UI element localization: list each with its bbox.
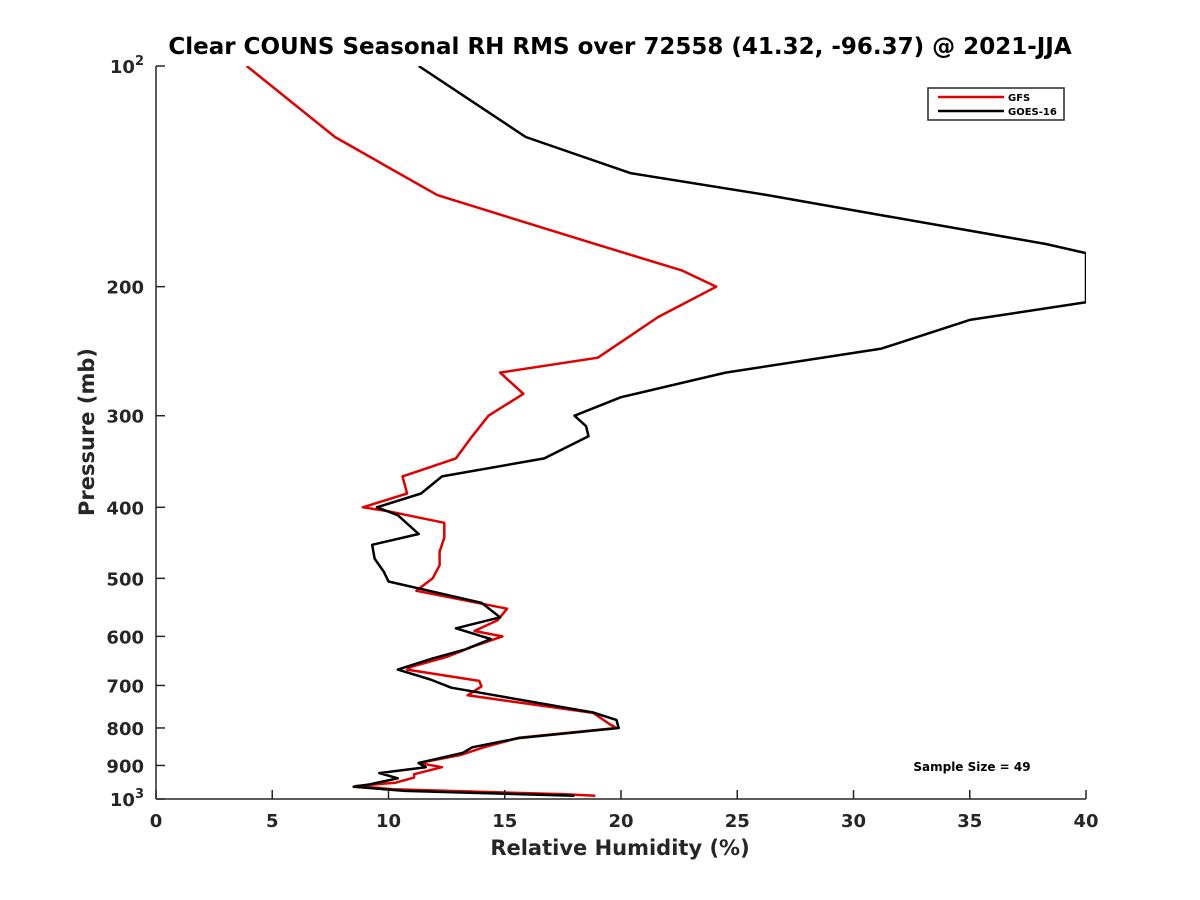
y-tick-label: 400: [106, 498, 144, 519]
y-tick-label: 103: [110, 787, 144, 811]
legend-label-gfs: GFS: [1008, 93, 1030, 104]
plot-area: [155, 66, 1086, 800]
legend-box: [927, 87, 1065, 121]
y-tick-label: 600: [106, 627, 144, 648]
y-tick-label: 200: [106, 278, 144, 299]
y-tick-label: 500: [106, 569, 144, 590]
x-tick-label: 0: [150, 811, 163, 832]
x-tick-label: 10: [376, 811, 401, 832]
x-tick-label: 40: [1073, 811, 1098, 832]
y-tick-label: 300: [106, 407, 144, 428]
x-axis: 0 5 10 15 20 25 30 35 40: [150, 790, 1099, 832]
y-tick-label: 102: [110, 54, 144, 78]
x-tick-label: 5: [266, 811, 279, 832]
sample-size-annotation: Sample Size = 49: [913, 760, 1030, 774]
x-tick-label: 15: [492, 811, 517, 832]
legend: GFS GOES-16: [927, 87, 1065, 121]
x-tick-label: 25: [725, 811, 750, 832]
legend-label-goes16: GOES-16: [1008, 107, 1057, 118]
x-tick-label: 35: [957, 811, 982, 832]
y-tick-label: 900: [106, 756, 144, 777]
y-axis-label: Pressure (mb): [75, 348, 99, 516]
x-tick-label: 30: [841, 811, 866, 832]
series-line-goes16: [352, 66, 1086, 798]
x-axis-label: Relative Humidity (%): [490, 836, 749, 860]
y-tick-label: 700: [106, 676, 144, 697]
chart-title: Clear COUNS Seasonal RH RMS over 72558 (…: [168, 34, 1072, 60]
x-tick-label: 20: [608, 811, 633, 832]
y-axis: 102 200 300 400 500 600 700 800 900 103: [106, 54, 165, 811]
y-tick-label: 800: [106, 719, 144, 740]
